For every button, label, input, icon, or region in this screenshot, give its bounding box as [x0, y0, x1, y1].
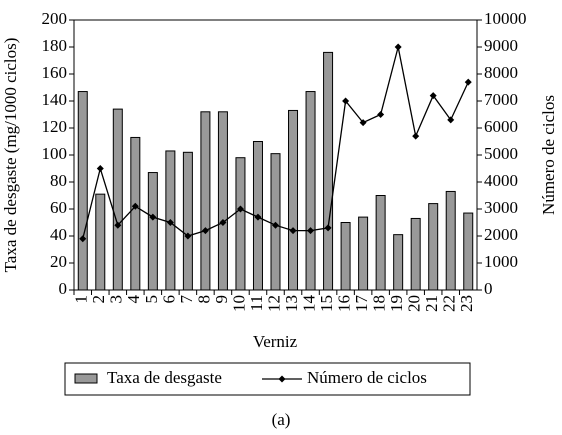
line-marker [377, 111, 385, 118]
y-tick-label: 20 [50, 252, 67, 271]
x-tick-label: 20 [405, 295, 424, 312]
y2-tick-label: 3000 [484, 198, 518, 217]
x-tick-label: 7 [177, 295, 196, 304]
x-tick-label: 22 [440, 295, 459, 312]
y2-tick-label: 0 [484, 279, 493, 298]
x-tick-label: 15 [317, 295, 336, 312]
line-marker [114, 221, 122, 229]
y2-tick-label: 1000 [484, 252, 518, 271]
x-tick-label: 11 [247, 295, 266, 311]
x-tick-label: 16 [334, 295, 353, 312]
x-tick-label: 13 [282, 295, 301, 312]
x-tick-label: 14 [299, 295, 318, 313]
bar [410, 217, 421, 291]
legend-box [64, 362, 471, 396]
bar [463, 212, 474, 291]
y-tick-label: 180 [42, 36, 68, 55]
line-marker [412, 132, 420, 140]
x-tick-label: 12 [264, 295, 283, 312]
bar [358, 216, 369, 291]
bar [305, 91, 316, 291]
line-marker [359, 119, 367, 127]
line-marker [429, 92, 437, 100]
line-marker [289, 227, 297, 235]
line-marker [464, 78, 472, 86]
y-tick-label: 60 [50, 198, 67, 217]
y-tick-label: 200 [42, 9, 68, 28]
line-marker [96, 165, 104, 172]
x-tick-label: 2 [89, 295, 108, 304]
y-tick-label: 0 [59, 279, 68, 298]
legend-label: Taxa de desgaste [107, 368, 222, 387]
x-tick-label: 18 [370, 295, 389, 312]
x-tick-label: 3 [107, 295, 126, 304]
legend-swatch [74, 373, 98, 384]
bar [428, 203, 439, 291]
y-tick-label: 100 [42, 144, 68, 163]
y2-tick-label: 7000 [484, 90, 518, 109]
caption: (a) [272, 410, 291, 429]
legend-label: Número de ciclos [307, 368, 427, 387]
x-axis-label: Verniz [253, 332, 298, 351]
line-marker [131, 202, 139, 210]
bar [112, 108, 123, 291]
line-marker [219, 219, 227, 226]
y-tick-label: 120 [42, 117, 68, 136]
bar [235, 157, 246, 291]
line-marker [166, 219, 174, 226]
legend-marker [278, 375, 286, 383]
x-tick-label: 21 [422, 295, 441, 312]
bar [393, 234, 404, 291]
bar [445, 190, 456, 291]
bar [375, 195, 386, 291]
y-tick-label: 140 [42, 90, 68, 109]
bar [77, 91, 88, 291]
y2-axis-label: Número de ciclos [539, 95, 558, 215]
y2-tick-label: 2000 [484, 225, 518, 244]
y2-tick-label: 4000 [484, 171, 518, 190]
line-marker [272, 221, 279, 229]
x-tick-label: 17 [352, 295, 371, 313]
line-marker [342, 97, 350, 105]
line-marker [236, 205, 244, 213]
y-tick-label: 80 [50, 171, 67, 190]
bar [95, 193, 106, 291]
bar [340, 222, 351, 291]
bar [130, 136, 141, 291]
bar [288, 109, 299, 291]
bar [217, 111, 228, 291]
x-tick-label: 6 [159, 295, 178, 304]
x-tick-label: 23 [457, 295, 476, 312]
line-marker [149, 213, 157, 221]
y-axis-label: Taxa de desgaste (mg/1000 ciclos) [1, 38, 20, 273]
plot-frame [73, 19, 478, 291]
line-marker [307, 227, 315, 235]
line-marker [254, 213, 262, 221]
bar [323, 51, 334, 291]
bar [200, 111, 211, 291]
y2-tick-label: 6000 [484, 117, 518, 136]
line-marker [324, 224, 332, 232]
line-marker [447, 116, 455, 124]
line-marker [394, 43, 402, 51]
line-marker [184, 232, 192, 240]
line-marker [79, 235, 87, 243]
bar [147, 172, 158, 291]
x-tick-label: 4 [124, 295, 143, 304]
x-tick-label: 1 [72, 295, 91, 304]
x-tick-label: 10 [229, 295, 248, 312]
x-tick-label: 5 [142, 295, 161, 304]
y-tick-label: 40 [50, 225, 67, 244]
line-marker [201, 227, 209, 235]
bar [182, 151, 193, 291]
y-tick-label: 160 [42, 63, 68, 82]
y2-tick-label: 5000 [484, 144, 518, 163]
x-tick-label: 8 [194, 295, 213, 304]
x-tick-label: 9 [212, 295, 231, 304]
y2-tick-label: 10000 [484, 9, 527, 28]
y2-tick-label: 9000 [484, 36, 518, 55]
y2-tick-label: 8000 [484, 63, 518, 82]
x-tick-label: 19 [387, 295, 406, 312]
